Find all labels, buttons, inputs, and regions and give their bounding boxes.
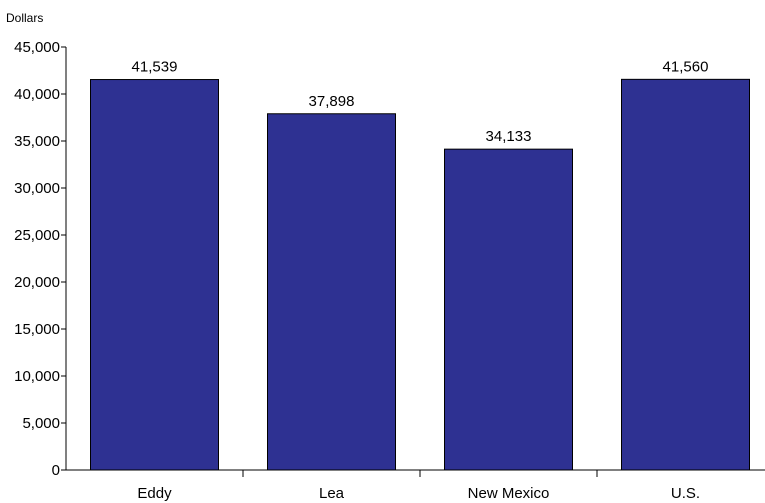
x-category-label: Eddy bbox=[137, 485, 172, 502]
x-category-label: U.S. bbox=[671, 485, 700, 502]
x-category-label: Lea bbox=[319, 485, 345, 502]
bar-u-s bbox=[621, 78, 750, 471]
y-tick-label: 40,000 bbox=[14, 86, 60, 103]
y-axis: 0 5,000 10,000 15,000 20,000 25,000 30,000 35,0… bbox=[14, 39, 67, 479]
x-axis: Eddy Lea New Mexico U.S. bbox=[66, 469, 765, 502]
x-category-label: New Mexico bbox=[468, 485, 550, 502]
y-tick-label: 25,000 bbox=[14, 227, 60, 244]
data-label: 34,133 bbox=[486, 128, 532, 145]
bar-lea bbox=[267, 113, 396, 471]
y-tick-label: 0 bbox=[52, 462, 60, 479]
y-axis-unit-label: Dollars bbox=[6, 11, 43, 25]
y-tick-label: 30,000 bbox=[14, 180, 60, 197]
y-tick-label: 20,000 bbox=[14, 274, 60, 291]
y-tick-label: 15,000 bbox=[14, 321, 60, 338]
bar-eddy bbox=[90, 79, 219, 471]
data-label: 37,898 bbox=[309, 93, 355, 110]
y-tick-label: 5,000 bbox=[22, 415, 60, 432]
data-label: 41,560 bbox=[663, 58, 709, 75]
bars: 41,539 37,898 34,133 41,560 bbox=[90, 58, 750, 471]
data-label: 41,539 bbox=[132, 59, 178, 76]
y-tick-label: 45,000 bbox=[14, 39, 60, 56]
y-tick-label: 35,000 bbox=[14, 133, 60, 150]
y-tick-label: 10,000 bbox=[14, 368, 60, 385]
bar-new-mexico bbox=[444, 148, 573, 471]
